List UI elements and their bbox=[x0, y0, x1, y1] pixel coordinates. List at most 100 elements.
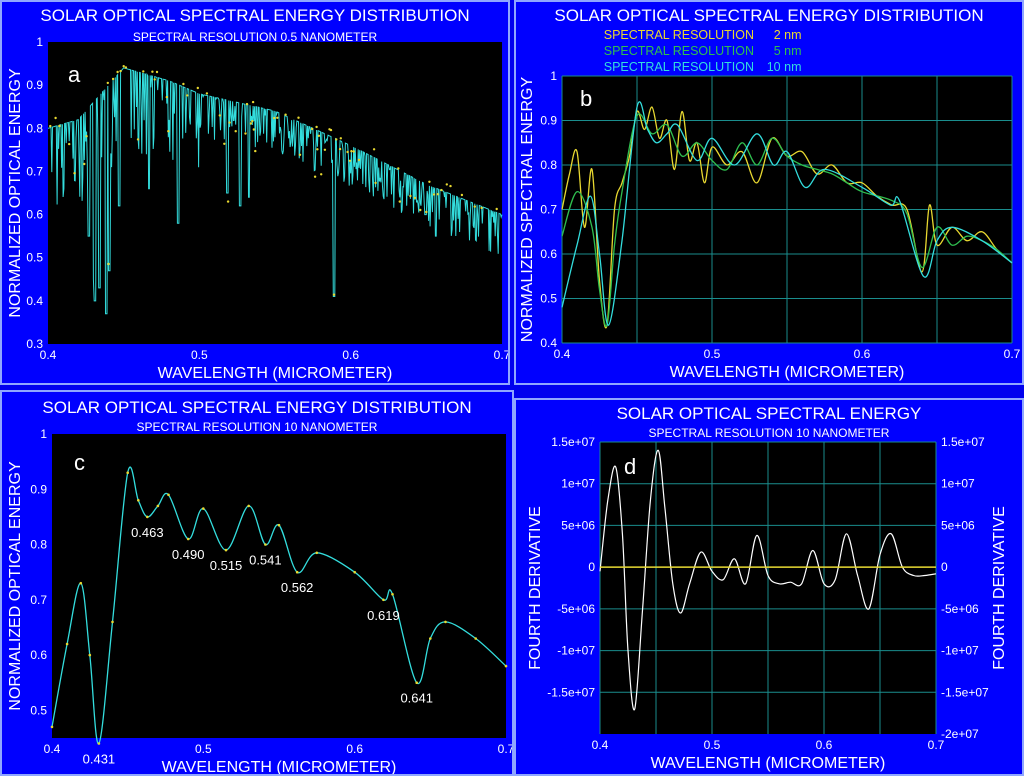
data-point bbox=[124, 66, 128, 69]
minimum-label: 0.463 bbox=[131, 525, 164, 540]
legend-item-10nm: SPECTRAL RESOLUTION 10 nm bbox=[576, 60, 802, 76]
y-tick-label: 0.6 bbox=[26, 208, 43, 222]
y-tick-label: 1e+07 bbox=[561, 477, 595, 491]
data-point bbox=[182, 82, 185, 86]
data-point bbox=[444, 620, 447, 624]
legend-item-5nm: SPECTRAL RESOLUTION 5 nm bbox=[576, 44, 802, 60]
x-tick-label: 0.7 bbox=[928, 738, 945, 752]
data-point bbox=[151, 70, 154, 73]
chart-b-title: SOLAR OPTICAL SPECTRAL ENERGY DISTRIBUTI… bbox=[554, 6, 984, 25]
y-tick-label-right: -1e+07 bbox=[941, 644, 979, 658]
data-point bbox=[155, 70, 159, 74]
data-point bbox=[142, 70, 145, 73]
data-point bbox=[119, 69, 122, 73]
y-tick-label: 0.9 bbox=[26, 78, 43, 92]
chart-panel-c: SOLAR OPTICAL SPECTRAL ENERGY DISTRIBUTI… bbox=[0, 390, 514, 776]
data-point bbox=[218, 114, 221, 117]
x-tick-label: 0.6 bbox=[816, 738, 833, 752]
minimum-label: 0.619 bbox=[367, 608, 400, 623]
data-point bbox=[228, 121, 231, 124]
chart-c-subtitle: SPECTRAL RESOLUTION 10 NANOMETER bbox=[136, 420, 378, 434]
data-point bbox=[357, 158, 361, 162]
minimum-label: 0.562 bbox=[281, 580, 314, 595]
y-axis-label: NORMALIZED OPTICAL ENERGY bbox=[7, 461, 24, 711]
data-point bbox=[352, 150, 355, 153]
data-point bbox=[315, 551, 319, 555]
data-point bbox=[146, 515, 149, 519]
data-point bbox=[49, 124, 52, 128]
x-tick-label: 0.5 bbox=[195, 742, 212, 756]
data-point bbox=[167, 493, 170, 497]
x-tick-label: 0.5 bbox=[704, 347, 721, 361]
data-point bbox=[449, 184, 452, 188]
y-tick-label: 0.9 bbox=[540, 114, 557, 128]
chart-a-svg: 0.4 0.5 0.6 0.70.30.40.50.60.70.80.91WAVELE… bbox=[7, 35, 508, 382]
x-tick-label: 0.4 bbox=[592, 738, 609, 752]
data-point bbox=[419, 208, 422, 212]
data-point bbox=[167, 130, 170, 133]
plot-area-c bbox=[52, 434, 506, 738]
x-tick-label: 0.6 bbox=[342, 348, 359, 362]
chart-panel-b: SOLAR OPTICAL SPECTRAL ENERGY DISTRIBUTI… bbox=[514, 0, 1024, 385]
x-tick-label: 0.4 bbox=[40, 348, 57, 362]
y-tick-label: -1e+07 bbox=[557, 644, 595, 658]
data-point bbox=[83, 162, 86, 166]
minimum-label: 0.541 bbox=[249, 553, 282, 568]
data-point bbox=[382, 598, 385, 602]
data-point bbox=[165, 95, 168, 99]
data-point bbox=[398, 200, 401, 203]
series-line-10nm bbox=[561, 101, 1013, 326]
data-point bbox=[85, 135, 88, 138]
data-point bbox=[156, 504, 160, 508]
data-point bbox=[116, 70, 119, 74]
series-line-5nm bbox=[561, 113, 1013, 328]
y-tick-label: 0.9 bbox=[30, 482, 47, 496]
data-point bbox=[88, 653, 92, 657]
data-point bbox=[332, 293, 336, 296]
y-tick-label: 0.6 bbox=[30, 648, 47, 662]
y-axis-label-right: FOURTH DERIVATIVE bbox=[991, 506, 1008, 670]
y-tick-label-right: 0 bbox=[941, 560, 948, 574]
y-tick-label: 0.5 bbox=[26, 251, 43, 265]
data-point bbox=[226, 200, 230, 203]
data-point bbox=[254, 149, 257, 153]
data-point bbox=[276, 116, 279, 120]
data-point bbox=[504, 664, 508, 668]
data-point bbox=[428, 180, 431, 183]
data-point bbox=[126, 471, 129, 474]
data-point bbox=[323, 148, 327, 151]
data-point bbox=[310, 127, 314, 131]
y-tick-label: -5e+06 bbox=[557, 602, 595, 616]
data-point bbox=[224, 548, 228, 552]
x-tick-label: 0.6 bbox=[346, 742, 363, 756]
data-point bbox=[297, 116, 300, 119]
data-point bbox=[348, 159, 352, 162]
data-point bbox=[350, 150, 353, 153]
data-point bbox=[251, 120, 254, 123]
y-tick-label: 5e+06 bbox=[561, 518, 595, 532]
data-point bbox=[264, 543, 267, 546]
data-point bbox=[313, 175, 317, 178]
data-point bbox=[234, 130, 237, 133]
y-tick-label-right: 1e+07 bbox=[941, 477, 975, 491]
data-point bbox=[346, 150, 349, 154]
data-point bbox=[252, 128, 255, 131]
y-tick-label: 0.3 bbox=[26, 337, 43, 351]
data-point bbox=[338, 147, 342, 151]
legend-res-2nm: 2 nm bbox=[773, 28, 802, 42]
x-axis-label: WAVELENGTH (MICROMETER) bbox=[670, 364, 905, 381]
data-point bbox=[474, 637, 478, 640]
data-point bbox=[298, 153, 302, 156]
data-point bbox=[335, 138, 338, 141]
y-tick-label: 0 bbox=[588, 560, 595, 574]
data-point bbox=[397, 167, 400, 170]
y-axis-label: NORMALIZED OPTICAL ENERGY bbox=[7, 68, 24, 318]
data-point bbox=[429, 637, 432, 640]
data-point bbox=[436, 193, 439, 196]
x-tick-label: 0.5 bbox=[191, 348, 208, 362]
y-tick-label: 0.7 bbox=[30, 593, 47, 607]
series-line-0.5nm bbox=[47, 67, 503, 315]
y-tick-label-right: 1.5e+07 bbox=[941, 435, 985, 449]
data-point bbox=[65, 642, 69, 646]
data-point bbox=[425, 210, 428, 214]
